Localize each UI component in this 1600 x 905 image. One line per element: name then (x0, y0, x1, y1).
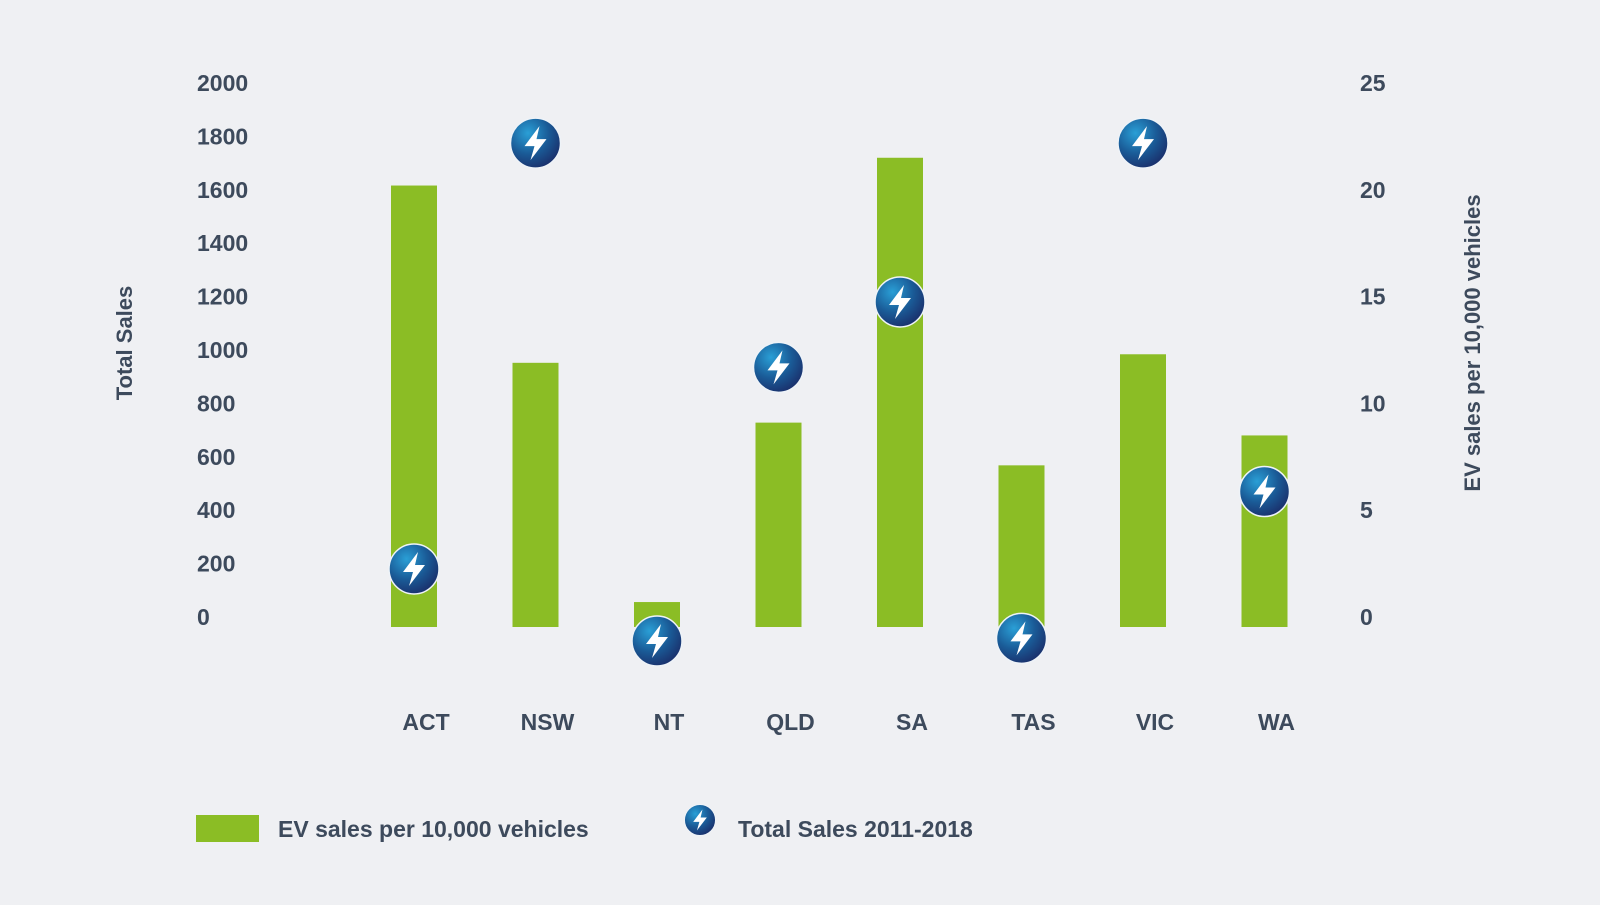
marker-tas-lightning-bolt-icon (995, 612, 1048, 665)
category-label: ACT (402, 709, 449, 735)
marker-qld-lightning-bolt-icon (752, 341, 805, 394)
legend: EV sales per 10,000 vehicles Total Sales… (196, 804, 973, 842)
left-axis-ticks: 0 200 400 600 800 1000 1200 1400 1600 1800 2000 (197, 70, 248, 630)
marker-vic-lightning-bolt-icon (1117, 117, 1169, 169)
y-tick-label: 1800 (197, 123, 248, 149)
category-label: VIC (1136, 709, 1174, 735)
y-tick-label: 0 (197, 604, 210, 630)
legend-bar-swatch (196, 815, 259, 842)
y-tick-label: 600 (197, 444, 235, 470)
y-tick-label: 800 (197, 390, 235, 416)
legend-bar-label: EV sales per 10,000 vehicles (278, 816, 589, 842)
category-label: NT (654, 709, 685, 735)
category-label: QLD (766, 709, 815, 735)
y-tick-label: 1600 (197, 177, 248, 203)
bar-sa (877, 157, 923, 627)
y2-tick-label: 20 (1360, 177, 1386, 203)
y-tick-label: 1000 (197, 337, 248, 363)
category-label: WA (1258, 709, 1295, 735)
y-tick-label: 400 (197, 497, 235, 523)
y2-tick-label: 25 (1360, 70, 1386, 96)
bar-qld (755, 422, 802, 627)
y2-tick-label: 10 (1360, 390, 1386, 416)
y2-tick-label: 0 (1360, 604, 1373, 630)
y-axis-label: Total Sales (112, 286, 137, 401)
bars (391, 157, 1288, 627)
marker-sa-lightning-bolt-icon (874, 276, 926, 328)
right-axis-ticks: 0 5 10 15 20 25 (1360, 70, 1386, 630)
marker-nsw-lightning-bolt-icon (509, 117, 562, 169)
category-label: TAS (1011, 709, 1055, 735)
marker-nt-lightning-bolt-icon (631, 615, 683, 667)
category-label: NSW (521, 709, 575, 735)
bar-wa (1241, 435, 1288, 627)
y-tick-label: 1400 (197, 230, 248, 256)
category-label: SA (896, 709, 928, 735)
y2-axis-label: EV sales per 10,000 vehicles (1460, 194, 1485, 491)
y-tick-label: 1200 (197, 284, 248, 310)
bar-tas (998, 465, 1045, 627)
marker-wa-lightning-bolt-icon (1238, 465, 1291, 518)
category-labels: ACT NSW NT QLD SA TAS VIC WA (402, 709, 1295, 735)
y2-tick-label: 5 (1360, 497, 1373, 523)
marker-act-lightning-bolt-icon (388, 543, 440, 595)
bar-vic (1120, 354, 1166, 627)
y-tick-label: 200 (197, 551, 235, 577)
legend-marker-label: Total Sales 2011-2018 (738, 816, 973, 842)
legend-lightning-bolt-icon (684, 804, 716, 836)
y-tick-label: 2000 (197, 70, 248, 96)
bar-nsw (512, 362, 559, 627)
y2-tick-label: 15 (1360, 284, 1386, 310)
